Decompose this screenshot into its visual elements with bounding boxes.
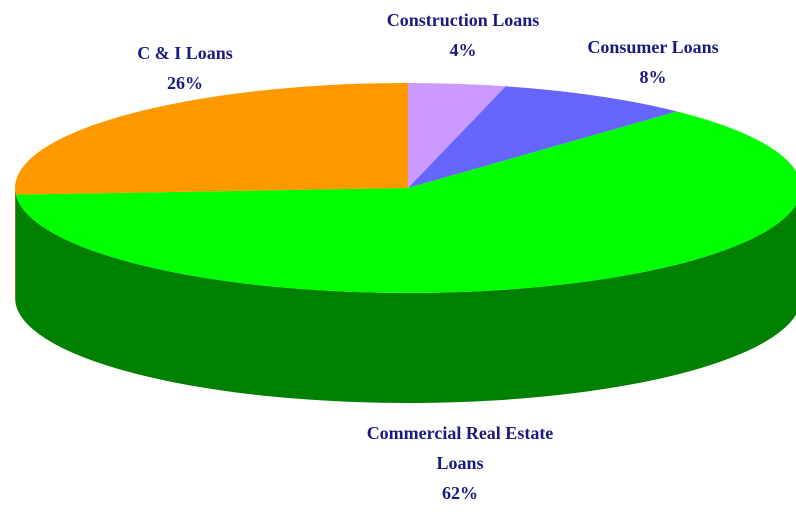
value-label: 26% bbox=[167, 73, 203, 93]
category-name: Consumer Loans bbox=[587, 37, 719, 57]
slice bbox=[408, 86, 678, 188]
value-label: 8% bbox=[639, 67, 667, 87]
category-name: Commercial Real Estate Loans bbox=[366, 423, 554, 473]
slice-label: Construction Loans 4% bbox=[333, 5, 593, 65]
slice bbox=[14, 83, 408, 195]
slice-label: Commercial Real Estate Loans 62% bbox=[360, 418, 560, 508]
slice-label: C & I Loans 26% bbox=[85, 38, 285, 98]
category-name: C & I Loans bbox=[137, 43, 233, 63]
category-name: Construction Loans bbox=[386, 10, 540, 30]
slice bbox=[408, 83, 506, 188]
value-label: 4% bbox=[449, 40, 477, 60]
slice-label: Consumer Loans 8% bbox=[553, 32, 753, 92]
slice-side bbox=[15, 194, 796, 403]
slice bbox=[15, 111, 796, 293]
slice-side bbox=[15, 188, 16, 305]
value-label: 62% bbox=[442, 483, 478, 503]
